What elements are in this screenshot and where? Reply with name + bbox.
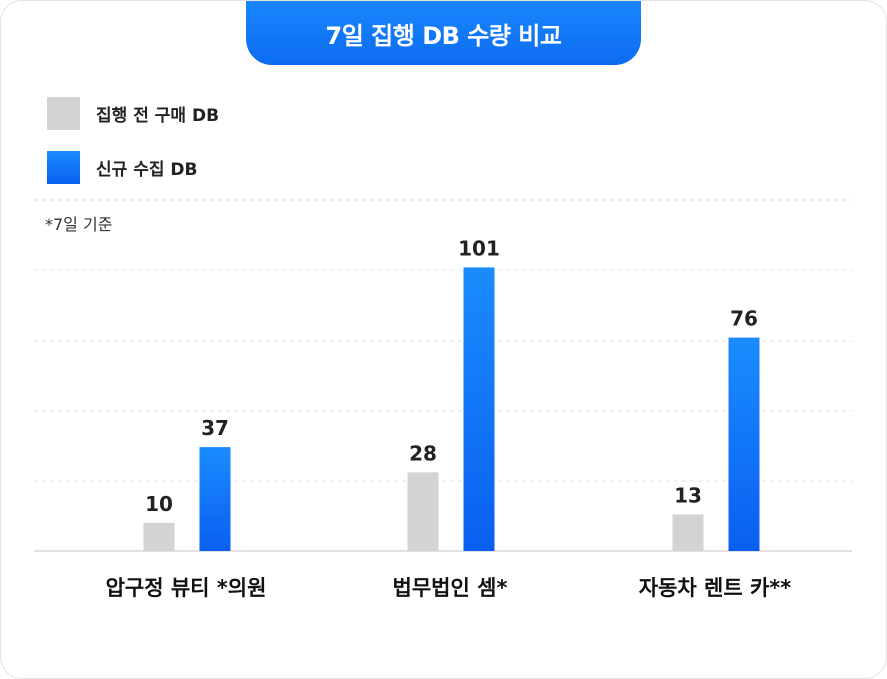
bar-before <box>407 472 439 551</box>
bar-before <box>143 522 175 551</box>
data-label: 37 <box>201 416 229 440</box>
bars <box>143 267 760 551</box>
data-label: 28 <box>409 441 437 465</box>
legend-item-before: 집행 전 구매 DB <box>47 97 219 130</box>
bar-new <box>199 447 231 551</box>
data-label: 76 <box>730 307 758 331</box>
category-label: 법무법인 셈* <box>393 576 508 600</box>
data-label: 101 <box>458 236 500 260</box>
legend-label-new: 신규 수집 DB <box>96 160 198 180</box>
bar-new <box>463 267 495 551</box>
labels: 10 37 압구정 뷰티 *의원 28 101 법무법인 셈* 13 76 자동차 렌트 카** <box>106 236 792 600</box>
footnote: *7일 기준 <box>45 215 113 234</box>
category-label: 자동차 렌트 카** <box>639 576 792 600</box>
legend-swatch-new <box>47 151 80 184</box>
bar-new <box>728 337 760 551</box>
legend-swatch-before <box>47 97 80 130</box>
bar-before <box>672 514 704 551</box>
chart-title: 7일 집행 DB 수량 비교 <box>246 1 641 65</box>
legend-item-new: 신규 수집 DB <box>47 151 197 184</box>
data-label: 10 <box>145 492 173 516</box>
legend-label-before: 집행 전 구매 DB <box>96 106 220 126</box>
category-label: 압구정 뷰티 *의원 <box>106 576 267 600</box>
data-label: 13 <box>674 483 702 507</box>
